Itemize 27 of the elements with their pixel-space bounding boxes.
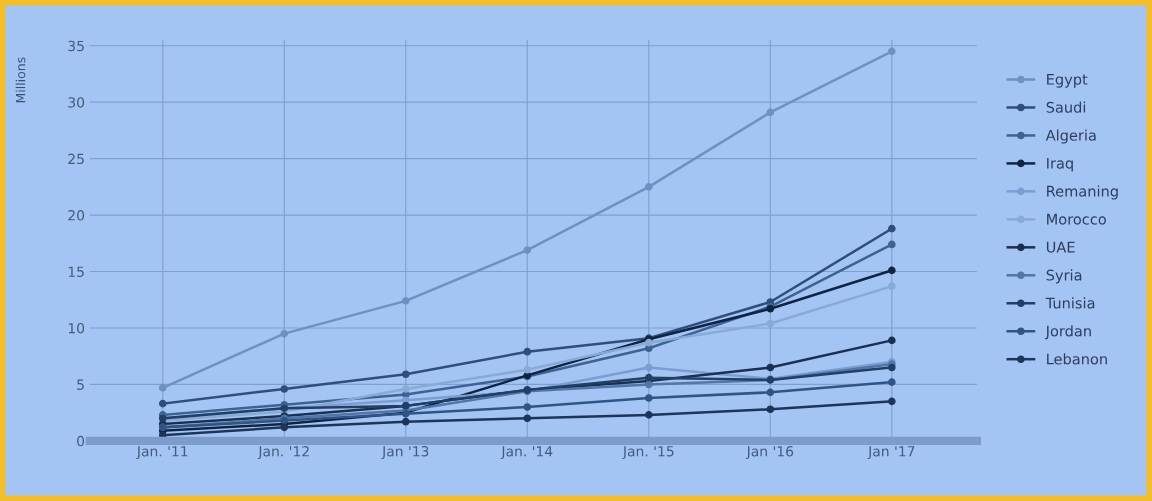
- x-tick-label: Jan. '11: [136, 446, 188, 460]
- x-tick-label: Jan. '15: [622, 446, 674, 460]
- y-tick-label: 20: [68, 210, 85, 221]
- legend-label: Syria: [1046, 269, 1082, 284]
- legend-label: Saudi: [1046, 101, 1086, 113]
- x-tick-label: Jan '16: [745, 445, 794, 460]
- legend-label: Egypt: [1047, 73, 1088, 88]
- x-tick-label: Jan '17: [867, 446, 915, 460]
- x-tick-label: Jan. '14: [500, 446, 553, 460]
- y-tick-label: 15: [68, 266, 84, 277]
- y-tick-label: 35: [68, 40, 84, 52]
- y-tick-label: 25: [68, 153, 84, 165]
- y-tick-label: 10: [68, 322, 85, 334]
- legend-label: UAE: [1046, 241, 1075, 253]
- y-tick-label: 30: [68, 97, 85, 108]
- x-tick-label: Jan. '12: [257, 445, 309, 460]
- legend-label: Iraq: [1047, 157, 1073, 172]
- legend-label: Remaning: [1047, 185, 1118, 200]
- x-tick-label: Jan '13: [381, 445, 429, 460]
- legend-label: Lebanon: [1047, 353, 1107, 365]
- legend-label: Jordan: [1044, 325, 1091, 340]
- y-tick-label: 5: [77, 379, 84, 390]
- legend-label: Morocco: [1047, 213, 1106, 225]
- y-tick-label: 0: [77, 435, 85, 447]
- legend-label: Tunisia: [1045, 297, 1095, 309]
- y-axis-title: Millions: [15, 57, 26, 103]
- legend-label: Algeria: [1045, 129, 1096, 144]
